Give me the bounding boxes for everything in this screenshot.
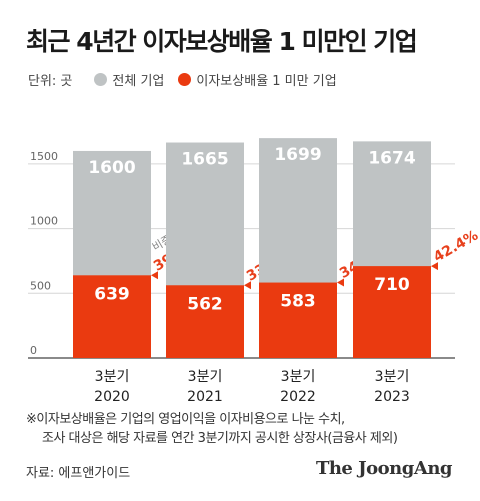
- bar-sub-value: 710: [374, 275, 410, 295]
- x-tick-label: 2021: [187, 389, 223, 405]
- legend-label-total: 전체 기업: [112, 74, 165, 89]
- x-tick-label: 3분기: [95, 369, 130, 385]
- x-tick-label: 2022: [280, 389, 316, 405]
- legend-dot-total: [94, 73, 108, 86]
- ratio-marker: [431, 262, 438, 271]
- bar-sub: [166, 285, 244, 358]
- legend-label-sub: 이자보상배율 1 미만 기업: [196, 74, 337, 89]
- publisher-logo: The JoongAng: [315, 458, 453, 479]
- x-tick-label: 2020: [94, 389, 130, 405]
- legend-item-total: 전체 기업: [94, 70, 164, 89]
- footnote-line-2: 조사 대상은 해당 자료를 연간 3분기까지 공시한 상장사(금융사 제외): [42, 431, 398, 446]
- footnote-line-1: ※이자보상배율은 기업의 영업이익을 이자비용으로 나눈 수치,: [26, 412, 345, 427]
- bar-sub: [259, 282, 337, 358]
- bar-total-value: 1674: [368, 148, 415, 168]
- x-tick-label: 2023: [374, 389, 410, 405]
- unit-label: 단위: 곳: [28, 74, 73, 89]
- footnote: ※이자보상배율은 기업의 영업이익을 이자비용으로 나눈 수치, 조사 대상은 …: [26, 410, 398, 448]
- y-tick-label: 1500: [30, 150, 58, 163]
- bar-chart: 050010001500160063939.9%비중3분기20201665562…: [28, 138, 480, 405]
- bar-total-value: 1600: [88, 158, 135, 178]
- y-tick-label: 0: [30, 344, 37, 357]
- bar-total-value: 1699: [274, 145, 321, 165]
- ratio-marker: [244, 281, 251, 290]
- legend-item-sub: 이자보상배율 1 미만 기업: [178, 70, 337, 89]
- x-tick-label: 3분기: [375, 369, 410, 385]
- ratio-marker: [151, 271, 158, 280]
- chart-title: 최근 4년간 이자보상배율 1 미만인 기업: [26, 27, 418, 56]
- bar-sub: [353, 266, 431, 358]
- y-tick-label: 1000: [30, 215, 58, 228]
- bar-sub-value: 583: [280, 292, 316, 312]
- bar-sub-value: 639: [94, 284, 130, 304]
- bar-total-value: 1665: [181, 150, 228, 170]
- source-text: 자료: 에프앤가이드: [26, 466, 131, 481]
- ratio-label: 42.4%: [431, 227, 480, 265]
- legend-dot-sub: [178, 73, 192, 86]
- y-tick-label: 500: [30, 279, 51, 292]
- ratio-marker: [337, 278, 344, 287]
- x-tick-label: 3분기: [188, 369, 223, 385]
- legend: 단위: 곳 전체 기업 이자보상배율 1 미만 기업: [28, 70, 351, 89]
- x-tick-label: 3분기: [281, 369, 316, 385]
- bar-sub: [73, 275, 151, 358]
- bar-sub-value: 562: [187, 294, 223, 314]
